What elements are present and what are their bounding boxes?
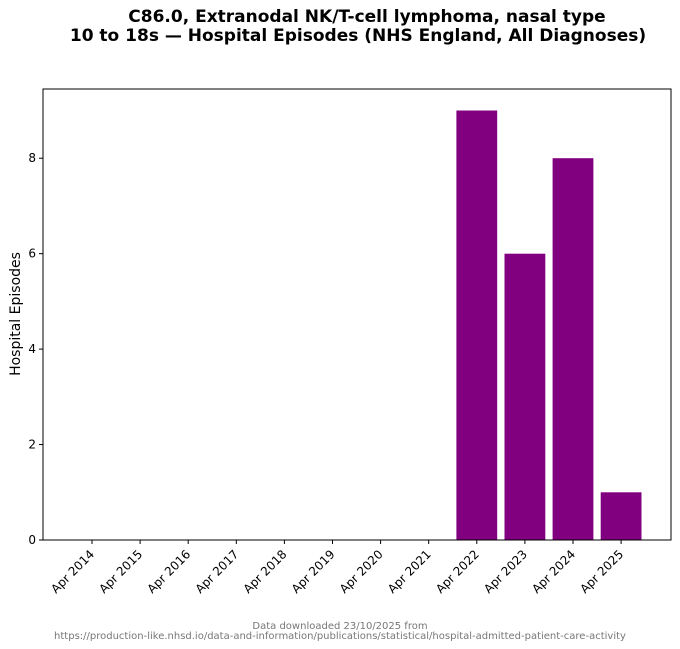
x-tick-label: Apr 2020 bbox=[337, 547, 386, 596]
y-axis-label: Hospital Episodes bbox=[8, 252, 24, 376]
plot-frame bbox=[42, 88, 672, 541]
bar-apr-2023 bbox=[504, 253, 546, 540]
y-tick-label: 8 bbox=[28, 151, 36, 165]
x-tick-label: Apr 2017 bbox=[193, 547, 242, 596]
y-axis-ticks: 0 2 4 6 8 bbox=[28, 151, 43, 547]
bars-layer bbox=[456, 110, 642, 540]
chart-title-line-2: 10 to 18s — Hospital Episodes (NHS Engla… bbox=[70, 26, 646, 46]
y-tick-label: 0 bbox=[28, 533, 36, 547]
x-tick-label: Apr 2023 bbox=[481, 547, 530, 596]
y-tick-label: 2 bbox=[28, 438, 36, 452]
x-tick-label: Apr 2015 bbox=[96, 547, 145, 596]
x-tick-label: Apr 2021 bbox=[385, 547, 434, 596]
footer-line-1: Data downloaded 23/10/2025 from bbox=[252, 621, 427, 632]
x-tick-label: Apr 2014 bbox=[48, 547, 97, 596]
y-tick-label: 6 bbox=[28, 247, 36, 261]
bar-apr-2022 bbox=[456, 110, 498, 540]
bar-apr-2025 bbox=[600, 492, 642, 540]
x-tick-label: Apr 2019 bbox=[289, 547, 338, 596]
x-tick-label: Apr 2022 bbox=[433, 547, 482, 596]
x-tick-label: Apr 2025 bbox=[577, 547, 626, 596]
footer-line-2: https://production-like.nhsd.io/data-and… bbox=[54, 631, 626, 642]
x-axis-ticks: Apr 2014 Apr 2015 Apr 2016 Apr 2017 Apr 2018… bbox=[48, 540, 626, 596]
x-tick-label: Apr 2018 bbox=[241, 547, 290, 596]
y-tick-label: 4 bbox=[28, 342, 36, 356]
x-tick-label: Apr 2024 bbox=[529, 547, 578, 596]
chart-title-line-1: C86.0, Extranodal NK/T-cell lymphoma, na… bbox=[128, 7, 605, 27]
x-tick-label: Apr 2016 bbox=[144, 547, 193, 596]
bar-apr-2024 bbox=[552, 158, 594, 540]
